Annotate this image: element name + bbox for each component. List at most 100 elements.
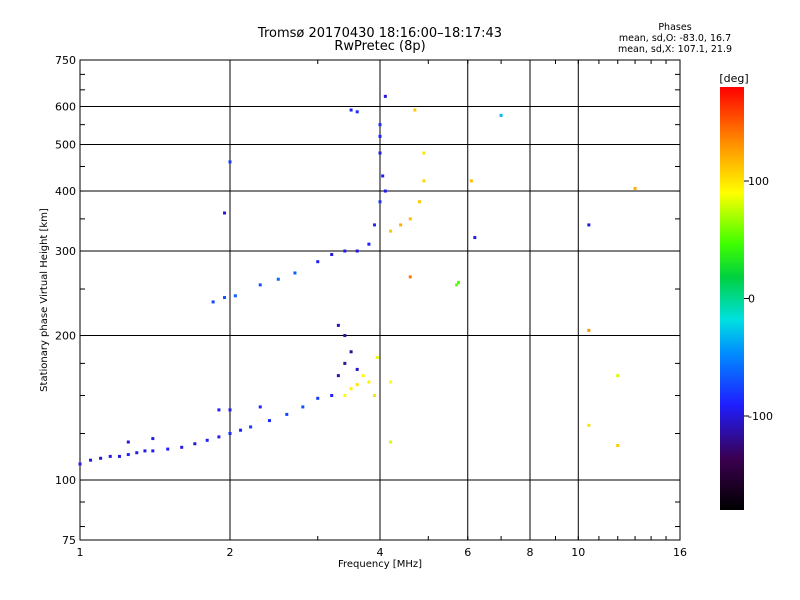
data-point [473, 236, 477, 240]
data-point [135, 451, 139, 455]
chart-title: Tromsø 20170430 18:16:00–18:17:43 [257, 26, 503, 41]
data-point [228, 408, 232, 412]
data-point [389, 229, 393, 233]
data-point [422, 151, 426, 155]
data-point [361, 374, 365, 378]
colorbar-label: [deg] [719, 72, 748, 85]
data-point [375, 355, 379, 359]
data-point [349, 387, 353, 391]
y-axis-ticks: 75 100 200 300 400 500 600 750 [55, 54, 76, 547]
data-point [349, 350, 353, 354]
phase-stats-o-mode: mean, sd,O: -83.0, 16.7 [618, 33, 732, 44]
x-tick-label: 1 [77, 546, 84, 559]
data-point [417, 200, 421, 204]
data-point [587, 223, 591, 227]
data-point [355, 249, 359, 253]
data-point [330, 394, 334, 398]
data-point [455, 283, 459, 287]
data-point [373, 394, 377, 398]
data-point [126, 440, 130, 444]
data-point [223, 296, 227, 300]
data-point [367, 380, 371, 384]
y-tick-label: 75 [62, 534, 76, 547]
data-point [349, 108, 353, 112]
x-tick-label: 4 [377, 546, 384, 559]
data-point [126, 453, 130, 457]
data-point [373, 223, 377, 227]
data-point [355, 110, 359, 114]
data-point [258, 283, 262, 287]
data-point [633, 186, 637, 190]
data-point [117, 454, 121, 458]
data-point [336, 374, 340, 378]
y-tick-label: 200 [55, 330, 76, 343]
data-point [355, 367, 359, 371]
phase-stats-heading: Phases [658, 22, 692, 33]
data-point [223, 211, 227, 215]
data-point [239, 428, 243, 432]
data-point [378, 151, 382, 155]
data-point [343, 394, 347, 398]
data-point [499, 113, 503, 117]
data-point [343, 249, 347, 253]
data-point [587, 328, 591, 332]
data-point [383, 94, 387, 98]
data-point [408, 275, 412, 279]
data-point [258, 405, 262, 409]
data-point [616, 374, 620, 378]
data-point [151, 449, 155, 453]
data-point [166, 447, 170, 451]
data-point [217, 435, 221, 439]
colorbar-ticks: 100 0 -100 [744, 175, 773, 423]
phase-stats-x-mode: mean, sd,X: 107.1, 21.9 [617, 44, 733, 55]
data-point [330, 253, 334, 257]
data-point [378, 123, 382, 127]
data-point [355, 383, 359, 387]
x-tick-label: 6 [464, 546, 471, 559]
y-tick-label: 100 [55, 474, 76, 487]
x-tick-label: 10 [571, 546, 585, 559]
data-point [267, 419, 271, 423]
data-point [616, 444, 620, 448]
data-point [336, 323, 340, 327]
data-point [78, 462, 82, 466]
data-point [587, 423, 591, 427]
data-point [205, 438, 209, 442]
data-point [378, 200, 382, 204]
data-point [343, 334, 347, 338]
data-point [143, 449, 147, 453]
y-tick-label: 400 [55, 185, 76, 198]
grid-lines [80, 60, 680, 540]
data-point [285, 412, 289, 416]
colorbar: [deg] 100 0 -100 [719, 72, 773, 510]
data-point [293, 271, 297, 275]
phase-stats: Phases mean, sd,O: -83.0, 16.7 mean, sd,… [590, 22, 760, 55]
data-point [381, 174, 385, 178]
data-point [276, 277, 280, 281]
data-point [301, 405, 305, 409]
x-tick-label: 2 [227, 546, 234, 559]
data-point [367, 242, 371, 246]
data-point [228, 432, 232, 436]
data-point [180, 445, 184, 449]
y-tick-label: 750 [55, 54, 76, 67]
axis-minor-ticks [79, 59, 681, 541]
y-axis-label: Stationary phase Virtual Height [km] [39, 208, 50, 392]
x-tick-label: 16 [673, 546, 687, 559]
data-point [217, 408, 221, 412]
colorbar-tick-label: 0 [748, 293, 755, 306]
data-point [249, 425, 253, 429]
data-point [228, 160, 232, 164]
x-tick-label: 8 [527, 546, 534, 559]
chart-subtitle: RwPretec (8p) [334, 39, 426, 54]
x-axis-ticks: 1 2 4 6 8 10 16 [77, 546, 688, 559]
data-point [422, 179, 426, 183]
data-points [78, 94, 637, 466]
data-point [151, 437, 155, 441]
data-point [343, 361, 347, 365]
y-tick-label: 600 [55, 101, 76, 114]
data-point [457, 280, 461, 284]
data-point [399, 223, 403, 227]
data-point [233, 294, 237, 298]
data-point [316, 396, 320, 400]
